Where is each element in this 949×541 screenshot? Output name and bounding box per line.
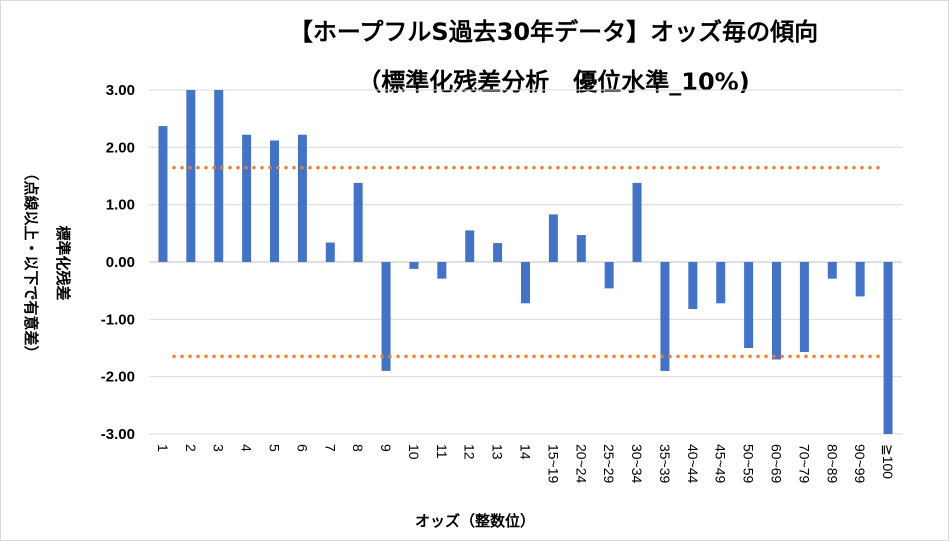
y-tick-label: -2.00 bbox=[101, 369, 135, 386]
bar bbox=[381, 262, 391, 371]
x-category-label: 6 bbox=[294, 444, 310, 452]
bar bbox=[214, 90, 224, 262]
x-category-label: 40~44 bbox=[685, 444, 701, 484]
x-category-label: ≧100 bbox=[880, 444, 896, 479]
x-category-label: 8 bbox=[350, 444, 366, 452]
x-category-label: 1 bbox=[155, 444, 171, 452]
y-axis-note: （点線以上・以下で有意差） bbox=[22, 165, 40, 360]
x-category-label: 90~99 bbox=[852, 444, 868, 484]
x-category-label: 20~24 bbox=[573, 444, 589, 484]
x-category-label: 10 bbox=[406, 444, 422, 460]
x-category-label: 50~59 bbox=[741, 444, 757, 484]
bar bbox=[827, 262, 837, 279]
x-category-label: 9 bbox=[378, 444, 394, 452]
bar bbox=[465, 230, 475, 262]
x-category-label: 35~39 bbox=[657, 444, 673, 484]
bar bbox=[437, 262, 447, 279]
bar bbox=[660, 262, 670, 371]
bar bbox=[325, 242, 335, 262]
threshold-lines bbox=[172, 165, 886, 359]
bar bbox=[297, 134, 307, 262]
chart-title: 【ホープフルS過去30年データ】オッズ毎の傾向 bbox=[288, 18, 819, 46]
x-category-label: 3 bbox=[211, 444, 227, 452]
y-tick-label: 1.00 bbox=[106, 197, 135, 214]
x-category-label: 45~49 bbox=[713, 444, 729, 484]
x-category-label: 60~69 bbox=[769, 444, 785, 484]
bar bbox=[772, 262, 781, 360]
bar bbox=[353, 182, 363, 262]
bar bbox=[186, 90, 196, 262]
x-category-label: 14 bbox=[518, 444, 534, 460]
x-axis-label: オッズ（整数位） bbox=[415, 512, 535, 530]
x-category-label: 4 bbox=[239, 444, 255, 452]
bar bbox=[604, 262, 614, 289]
bar bbox=[521, 262, 530, 304]
y-tick-label: -3.00 bbox=[101, 426, 135, 443]
bar bbox=[548, 214, 558, 262]
y-tick-label: 3.00 bbox=[106, 82, 135, 99]
x-category-label: 13 bbox=[490, 444, 506, 460]
x-category-label: 2 bbox=[183, 444, 199, 452]
bar bbox=[883, 262, 893, 434]
x-category-label: 11 bbox=[434, 444, 450, 459]
x-category-label: 25~29 bbox=[601, 444, 617, 484]
y-axis-label: 標準化残差 bbox=[54, 225, 72, 300]
bar bbox=[576, 235, 586, 262]
x-category-label: 12 bbox=[462, 444, 478, 460]
bar bbox=[270, 140, 279, 262]
x-category-label: 7 bbox=[322, 444, 338, 452]
y-tick-labels: 3.00 2.00 1.00 0.00 -1.00 -2.00 -3.00 bbox=[101, 82, 135, 443]
x-category-label: 5 bbox=[267, 444, 283, 452]
bar bbox=[242, 134, 252, 262]
x-category-label: 15~19 bbox=[545, 444, 561, 484]
x-category-label: 80~89 bbox=[824, 444, 840, 484]
x-category-label: 30~34 bbox=[629, 444, 645, 484]
bar bbox=[409, 262, 419, 269]
bar bbox=[688, 262, 698, 310]
bar bbox=[493, 243, 503, 262]
x-category-label: 70~79 bbox=[796, 444, 812, 484]
bar bbox=[158, 126, 168, 263]
bar bbox=[855, 262, 865, 297]
y-tick-label: 2.00 bbox=[106, 139, 135, 156]
x-category-labels: 1 2 3 4 5 6 7 8 9 10 11 12 13 14 15~19 20~24 25~29 30~34 3… bbox=[155, 444, 896, 484]
bar bbox=[799, 262, 809, 353]
bar bbox=[716, 262, 726, 304]
y-tick-label: -1.00 bbox=[101, 311, 135, 328]
y-tick-label: 0.00 bbox=[106, 254, 135, 271]
bars bbox=[158, 90, 893, 434]
bar bbox=[744, 262, 754, 348]
chart-subtitle: （標準化残差分析 優位水準_10%) bbox=[357, 68, 750, 96]
bar bbox=[632, 182, 642, 262]
